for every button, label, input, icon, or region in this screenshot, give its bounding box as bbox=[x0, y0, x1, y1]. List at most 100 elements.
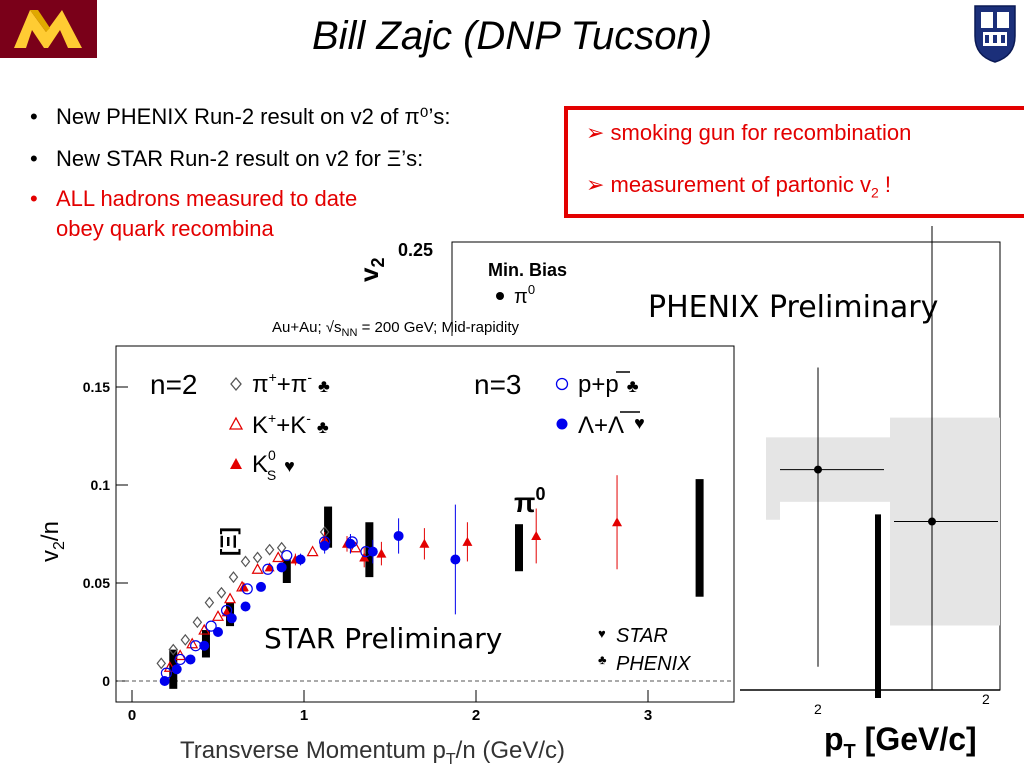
y-tick-label: 0.05 bbox=[83, 575, 110, 591]
data-point-pi bbox=[168, 643, 179, 656]
slide-title: Bill Zajc (DNP Tucson) bbox=[311, 14, 713, 58]
legend-lambda: Λ+Λ ♥ bbox=[556, 411, 645, 439]
phenix-xtick: 2 bbox=[982, 691, 990, 707]
data-point-pi bbox=[180, 633, 191, 646]
data-point-k0s bbox=[531, 530, 542, 540]
star-header: Au+Au; √sNN = 200 GeV; Mid-rapidity bbox=[272, 319, 520, 339]
star-plot-frame bbox=[115, 345, 735, 703]
y-tick-label: 0.15 bbox=[83, 379, 110, 395]
data-point-kaon bbox=[272, 551, 285, 563]
systematic-band bbox=[766, 460, 780, 520]
data-point-kaon bbox=[186, 637, 199, 649]
data-point-kaon bbox=[224, 592, 237, 604]
data-point-pi bbox=[204, 596, 215, 609]
legend-marker-triangle-open bbox=[228, 416, 244, 430]
legend-k0s: K0 S ♥ bbox=[230, 447, 295, 483]
source-legend-phenix: PHENIX bbox=[616, 653, 691, 675]
phenix-xtick: 2 bbox=[814, 701, 822, 717]
callout-line-2: ➢ measurement of partonic v2 ! bbox=[586, 172, 892, 201]
legend-label-k0s: K0 S ♥ bbox=[252, 447, 295, 483]
data-point-lambda bbox=[240, 601, 251, 612]
data-point-k0s bbox=[462, 536, 473, 546]
bullet-dot: • bbox=[30, 186, 38, 211]
university-m-logo bbox=[0, 0, 97, 58]
data-point-lambda bbox=[171, 664, 182, 675]
legend-marker-circle-filled bbox=[556, 418, 568, 430]
xi-label: [Ξ] bbox=[216, 527, 241, 556]
bullet-star: • New STAR Run-2 result on v2 for Ξ’s: bbox=[30, 144, 423, 174]
data-point-lambda bbox=[450, 554, 461, 565]
bullet-text: New STAR Run-2 result on v2 for Ξ’s: bbox=[56, 146, 424, 171]
data-point-pi bbox=[240, 555, 251, 568]
data-point-lambda bbox=[393, 530, 404, 541]
data-point-proton bbox=[241, 583, 253, 595]
star-preliminary-label: STAR Preliminary bbox=[264, 622, 502, 655]
x-tick-label: 3 bbox=[644, 707, 652, 724]
data-point-k0s bbox=[612, 517, 623, 527]
data-point-pi bbox=[156, 657, 167, 670]
x-tick-label: 1 bbox=[300, 707, 308, 724]
data-point-lambda bbox=[226, 613, 237, 624]
pi0-label: π0 bbox=[514, 484, 545, 518]
star-chart: Au+Au; √sNN = 200 GeV; Mid-rapidity 0 0.0… bbox=[0, 319, 740, 768]
data-point-lambda bbox=[319, 540, 330, 551]
x-tick-label: 0 bbox=[128, 707, 136, 724]
legend-pi: π++π- ♣ bbox=[230, 369, 330, 398]
data-point-proton bbox=[262, 563, 274, 575]
bullet-dot: • bbox=[30, 104, 38, 129]
callout-line-1: ➢ smoking gun for recombination bbox=[586, 120, 912, 145]
n2-label: n=2 bbox=[150, 369, 198, 400]
data-point-lambda bbox=[367, 546, 378, 557]
data-point-k0s bbox=[376, 548, 387, 558]
phenix-preliminary-label: PHENIX Preliminary bbox=[648, 290, 939, 325]
bullet-text: New PHENIX Run-2 result on v2 of π⁰’s: bbox=[56, 104, 451, 129]
data-point-lambda bbox=[345, 538, 356, 549]
legend-label-pi: π++π- ♣ bbox=[252, 369, 330, 398]
bullet-text-continued: obey quark recombina bbox=[56, 216, 274, 241]
data-point-lambda bbox=[213, 627, 223, 637]
data-point-lambda bbox=[295, 554, 306, 565]
data-point-pi bbox=[216, 586, 227, 599]
legend-kaon: K++K- ♣ bbox=[228, 410, 329, 439]
data-point-kaon bbox=[306, 545, 319, 557]
bullet-dot: • bbox=[30, 146, 38, 171]
data-point-lambda bbox=[199, 640, 210, 651]
y-tick-label: 0 bbox=[102, 673, 110, 689]
data-point-k0s bbox=[359, 552, 370, 562]
legend-label-kaon: K++K- ♣ bbox=[252, 410, 329, 439]
legend-label-lambda: Λ+Λ ♥ bbox=[578, 412, 645, 439]
legend-marker-circle-open bbox=[555, 377, 569, 391]
phenix-legend-marker bbox=[496, 292, 504, 300]
callout-box: ➢ smoking gun for recombination ➢ measur… bbox=[564, 106, 1024, 218]
systematic-error-bar bbox=[515, 524, 523, 572]
source-legend-star: STAR bbox=[616, 625, 668, 647]
phenix-ylabel: v2 bbox=[354, 258, 388, 282]
data-point-kaon bbox=[163, 661, 176, 672]
data-point-k0s bbox=[238, 581, 249, 591]
bullet-hadrons: • ALL hadrons measured to date obey quark… bbox=[30, 184, 357, 244]
systematic-error-bar bbox=[282, 559, 291, 583]
university-seal-logo bbox=[970, 2, 1020, 64]
data-point-proton bbox=[174, 653, 186, 666]
data-point-k0s bbox=[419, 538, 430, 548]
data-point-pi bbox=[192, 616, 203, 629]
phenix-xlabel: pT [GeV/c] bbox=[824, 721, 977, 763]
systematic-error-bar bbox=[324, 506, 333, 548]
legend-marker-diamond bbox=[230, 376, 242, 392]
phenix-ytick: 0.25 bbox=[398, 240, 433, 260]
star-ylabel: v2/n bbox=[37, 521, 68, 562]
data-point-lambda bbox=[185, 654, 196, 665]
phenix-data-point bbox=[928, 517, 936, 526]
data-point-lambda bbox=[256, 581, 266, 592]
data-point-k0s bbox=[264, 562, 275, 572]
data-point-pi bbox=[228, 571, 239, 584]
data-point-proton bbox=[205, 620, 217, 632]
phenix-legend-title: Min. Bias bbox=[488, 260, 567, 280]
x-tick-label: 2 bbox=[472, 707, 480, 724]
data-point-pi bbox=[252, 551, 263, 564]
legend-label-proton: p+p ♣ bbox=[578, 371, 639, 398]
phenix-legend-entry: π0 bbox=[514, 282, 535, 308]
data-point-lambda bbox=[276, 562, 287, 573]
data-point-pi bbox=[276, 541, 287, 554]
systematic-error-bar bbox=[695, 479, 704, 597]
